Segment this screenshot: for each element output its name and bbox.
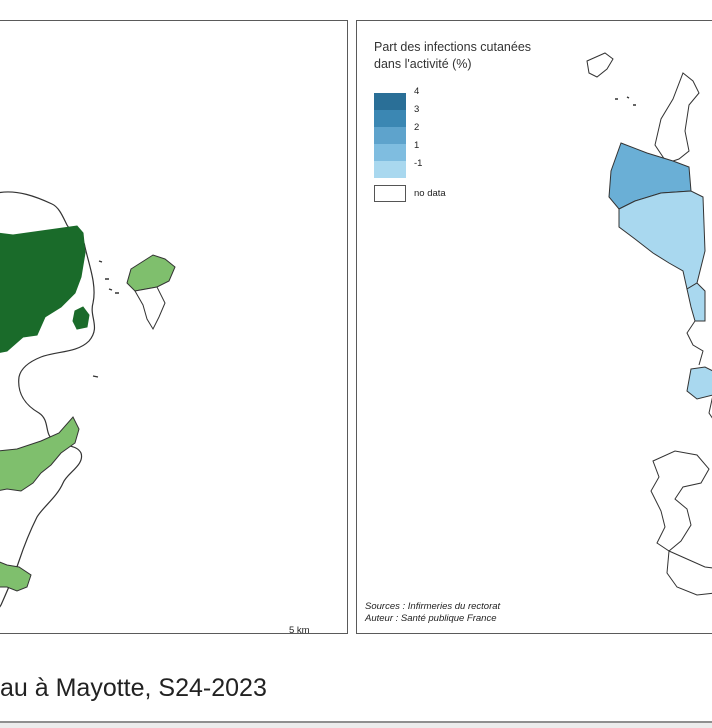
legend-swatch-minus1 (374, 161, 406, 178)
map-credits: Sources : Infirmeries du rectorat Auteur… (365, 601, 500, 625)
legend-no-data-label: no data (414, 188, 446, 199)
legend-title-line1: Part des infections cutanées (374, 40, 532, 54)
legend-swatch-1 (374, 144, 406, 161)
legend-tick-4: 4 (414, 86, 420, 97)
scale-bar-label: 5 km (289, 625, 310, 634)
bottom-divider (0, 721, 712, 728)
left-map-region-light-center (0, 416, 80, 492)
left-map-region-light-south (0, 561, 32, 592)
right-map-south-outline (650, 450, 710, 552)
legend-scale: 4 3 2 1 -1 (374, 87, 422, 183)
legend-tick-1: 1 (414, 140, 420, 151)
left-map-islets (92, 260, 119, 378)
left-map-islet-dark (72, 306, 90, 330)
legend-tick-minus1: -1 (414, 158, 423, 169)
right-map-region-light-east (686, 282, 706, 322)
credits-sources: Sources : Infirmeries du rectorat (365, 601, 501, 612)
left-map-region-dark (0, 225, 86, 353)
credits-author: Auteur : Santé publique France (365, 613, 497, 624)
legend-title-line2: dans l'activité (%) (374, 57, 472, 71)
right-map-region-light-west (618, 190, 706, 290)
left-map (0, 191, 176, 608)
right-map-petite-terre (586, 52, 614, 78)
legend-no-data-swatch (374, 185, 406, 202)
legend-swatch-4 (374, 93, 406, 110)
right-map-islets (615, 96, 636, 106)
legend-title: Part des infections cutanées dans l'acti… (374, 39, 531, 73)
legend-tick-2: 2 (414, 122, 420, 133)
legend-tick-3: 3 (414, 104, 420, 115)
figure-caption: au à Mayotte, S24-2023 (0, 674, 267, 702)
right-map (586, 52, 712, 596)
legend-swatch-3 (374, 110, 406, 127)
legend-swatch-2 (374, 127, 406, 144)
right-map-panel: Part des infections cutanées dans l'acti… (356, 20, 712, 634)
left-map-panel: 5 km (0, 20, 348, 634)
right-map-south-tip (666, 550, 712, 596)
left-map-petite-terre-south (134, 286, 166, 331)
left-map-petite-terre (126, 254, 176, 292)
scale-bar: 5 km (265, 621, 329, 634)
right-map-north-outline (654, 72, 700, 164)
right-map-region-light-center (686, 366, 712, 400)
